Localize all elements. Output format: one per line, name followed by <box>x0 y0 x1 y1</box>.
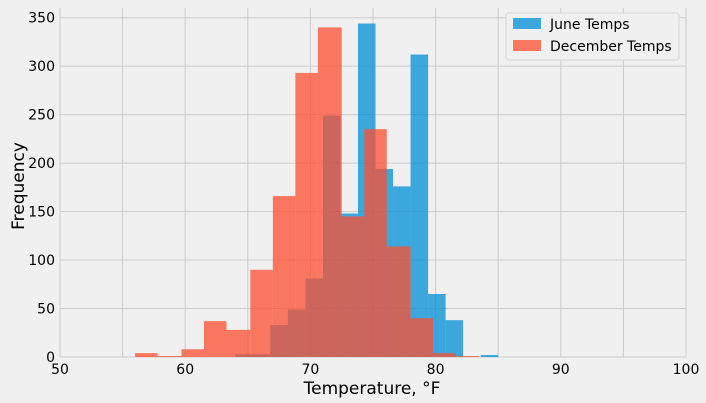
y-tick-label: 0 <box>46 350 55 366</box>
y-tick-label: 250 <box>28 108 55 124</box>
x-tick-label: 70 <box>301 362 319 378</box>
legend-box <box>505 12 680 61</box>
histogram-bar <box>364 129 387 357</box>
histogram-bar <box>386 246 411 357</box>
histogram-bar <box>272 196 296 357</box>
y-tick-label: 350 <box>28 11 55 27</box>
histogram-bar <box>410 318 434 357</box>
y-tick-label: 100 <box>28 253 55 269</box>
x-axis-label: Temperature, °F <box>303 379 441 399</box>
x-tick-label: 100 <box>673 362 700 378</box>
histogram-bar <box>203 321 227 357</box>
y-tick-label: 150 <box>28 205 55 221</box>
histogram-bar <box>341 216 365 357</box>
y-tick-label: 50 <box>37 302 55 318</box>
histogram-bar <box>480 355 499 357</box>
histogram-bar <box>445 320 464 357</box>
histogram-bar <box>181 349 204 357</box>
histogram-bar <box>433 353 456 357</box>
legend-swatch-june <box>513 18 541 29</box>
histogram-bars <box>135 23 499 358</box>
histogram-bar <box>455 356 480 357</box>
legend-label-december: December Temps <box>550 39 672 55</box>
y-axis-label: Frequency <box>9 142 29 230</box>
y-tick-label: 300 <box>28 59 55 75</box>
x-tick-label: 60 <box>176 362 194 378</box>
x-tick-label: 50 <box>51 362 69 378</box>
histogram-bar <box>226 329 251 357</box>
legend-label-june: June Temps <box>549 17 630 33</box>
histogram-bar <box>157 356 182 357</box>
legend-swatch-december <box>513 40 541 51</box>
histogram-bar <box>135 353 158 357</box>
x-tick-label: 90 <box>552 362 570 378</box>
histogram-bar <box>295 72 318 358</box>
legend: June Temps December Temps <box>505 12 680 61</box>
y-tick-label: 200 <box>28 156 55 172</box>
histogram-bar <box>410 54 429 358</box>
histogram-bar <box>317 27 342 358</box>
histogram-bar <box>250 269 273 357</box>
x-tick-label: 80 <box>427 362 445 378</box>
